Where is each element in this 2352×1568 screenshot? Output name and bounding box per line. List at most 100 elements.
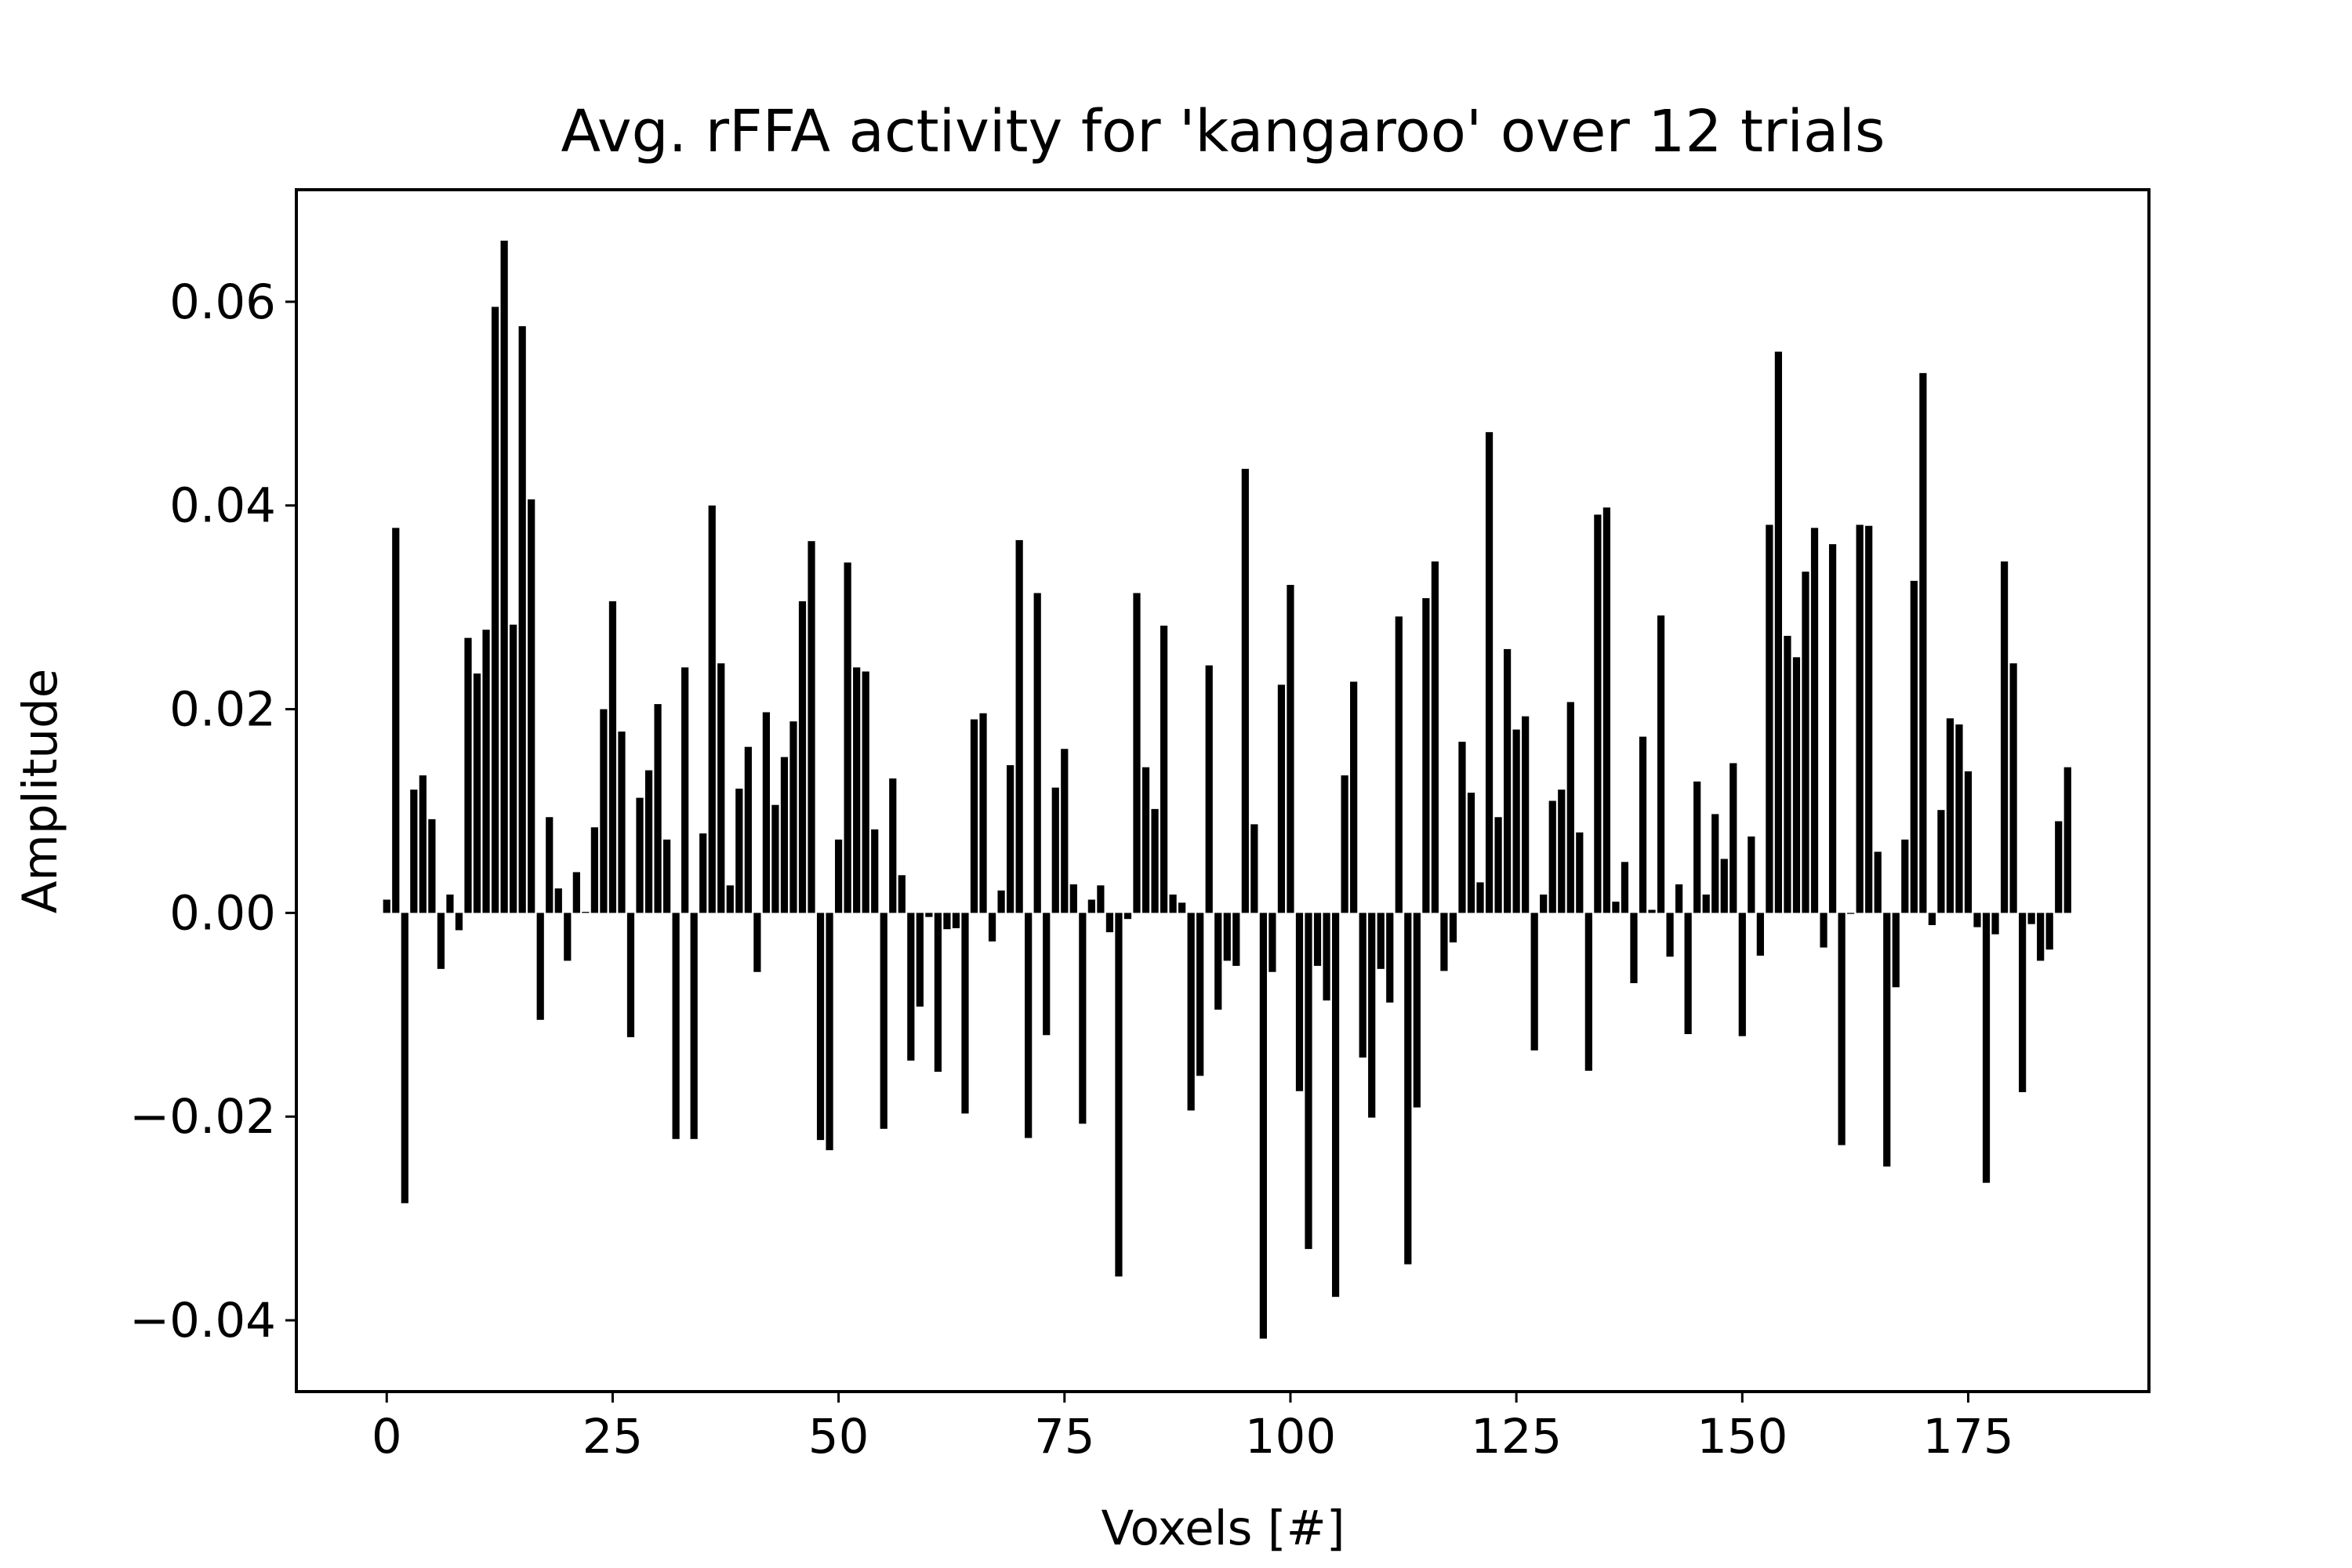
bar xyxy=(988,913,996,942)
bar xyxy=(1142,767,1150,913)
bar xyxy=(925,913,933,917)
bar xyxy=(690,913,698,1139)
bar xyxy=(1675,884,1683,913)
bar xyxy=(491,307,499,913)
bar xyxy=(1901,839,1909,913)
bar xyxy=(1386,913,1394,1003)
bar xyxy=(1087,899,1095,913)
bar xyxy=(437,913,445,969)
bar xyxy=(546,817,554,913)
bars-group xyxy=(383,240,2071,1339)
x-tick-label: 100 xyxy=(1245,1409,1336,1465)
y-axis-label: Amplitude xyxy=(13,669,68,914)
bar xyxy=(1115,913,1123,1277)
bar xyxy=(1196,913,1204,1076)
bar xyxy=(1512,729,1520,913)
bar xyxy=(889,778,897,913)
bar xyxy=(1955,724,1963,913)
bar xyxy=(970,719,978,913)
bar xyxy=(2063,767,2071,913)
bar xyxy=(1693,781,1701,913)
bar xyxy=(618,731,626,913)
bar xyxy=(1766,524,1773,913)
bar xyxy=(1937,810,1945,913)
bar xyxy=(1738,913,1746,1036)
bar xyxy=(1250,824,1258,913)
bar xyxy=(816,913,825,1141)
bar xyxy=(1892,913,1900,988)
bar xyxy=(662,839,671,913)
bar xyxy=(1657,615,1665,913)
bar xyxy=(2037,913,2045,961)
bar xyxy=(1874,851,1882,913)
bar xyxy=(853,667,861,913)
bar xyxy=(528,499,535,913)
bar xyxy=(1982,913,1991,1183)
bar xyxy=(1820,913,1828,948)
bar xyxy=(961,913,969,1114)
bar xyxy=(654,704,662,913)
bar xyxy=(644,770,653,913)
bar xyxy=(907,913,915,1061)
bar xyxy=(871,829,879,913)
bar xyxy=(1269,913,1276,972)
bar xyxy=(826,913,833,1151)
bar xyxy=(1756,913,1764,956)
bar xyxy=(744,746,752,913)
bar xyxy=(1485,432,1494,913)
bar xyxy=(1359,913,1367,1058)
bar xyxy=(1865,525,1873,913)
bar xyxy=(708,505,716,913)
bar xyxy=(1810,528,1819,913)
bar xyxy=(1305,913,1312,1250)
bar xyxy=(518,326,526,913)
bar xyxy=(1467,793,1475,913)
x-tick-label: 150 xyxy=(1697,1409,1788,1465)
x-tick-label: 0 xyxy=(372,1409,402,1465)
bar xyxy=(473,673,481,913)
bar xyxy=(582,912,590,913)
bar xyxy=(1648,909,1656,913)
bar xyxy=(1540,895,1548,913)
bar xyxy=(1684,913,1692,1034)
x-tick-label: 175 xyxy=(1922,1409,2013,1465)
bar xyxy=(446,895,454,913)
bar xyxy=(762,712,770,913)
bar xyxy=(1395,616,1403,913)
bar xyxy=(934,913,942,1073)
bar xyxy=(1784,636,1791,913)
bar xyxy=(780,757,789,913)
bar xyxy=(1883,913,1891,1167)
bar xyxy=(600,709,608,913)
bar xyxy=(1639,736,1647,913)
bar xyxy=(844,562,851,913)
bar xyxy=(1856,524,1864,913)
bar xyxy=(726,885,734,913)
bar xyxy=(1069,884,1077,913)
bar xyxy=(626,913,635,1037)
y-axis: −0.04 −0.02 0.00 0.02 0.04 0.06 xyxy=(129,274,296,1348)
bar xyxy=(1331,913,1340,1298)
bar xyxy=(1377,913,1385,969)
bar xyxy=(500,240,508,913)
x-axis-label: Voxels [#] xyxy=(1101,1501,1345,1556)
bar xyxy=(590,827,598,913)
x-tick-label: 50 xyxy=(808,1409,869,1465)
bar xyxy=(1440,913,1448,971)
bar xyxy=(1566,702,1574,913)
bar xyxy=(1287,585,1294,913)
bar xyxy=(1991,913,1999,935)
bar xyxy=(608,601,617,913)
y-tick-label: 0.00 xyxy=(169,885,276,941)
bar xyxy=(1928,913,1936,925)
bar xyxy=(1802,572,1809,913)
bar xyxy=(753,913,761,972)
bar xyxy=(789,721,797,913)
bar xyxy=(383,899,390,913)
bar xyxy=(1187,913,1195,1111)
bar xyxy=(1097,885,1105,913)
x-tick-label: 75 xyxy=(1034,1409,1095,1465)
plot-frame xyxy=(295,188,2151,1393)
bar xyxy=(2009,663,2017,913)
bar xyxy=(1051,787,1059,913)
